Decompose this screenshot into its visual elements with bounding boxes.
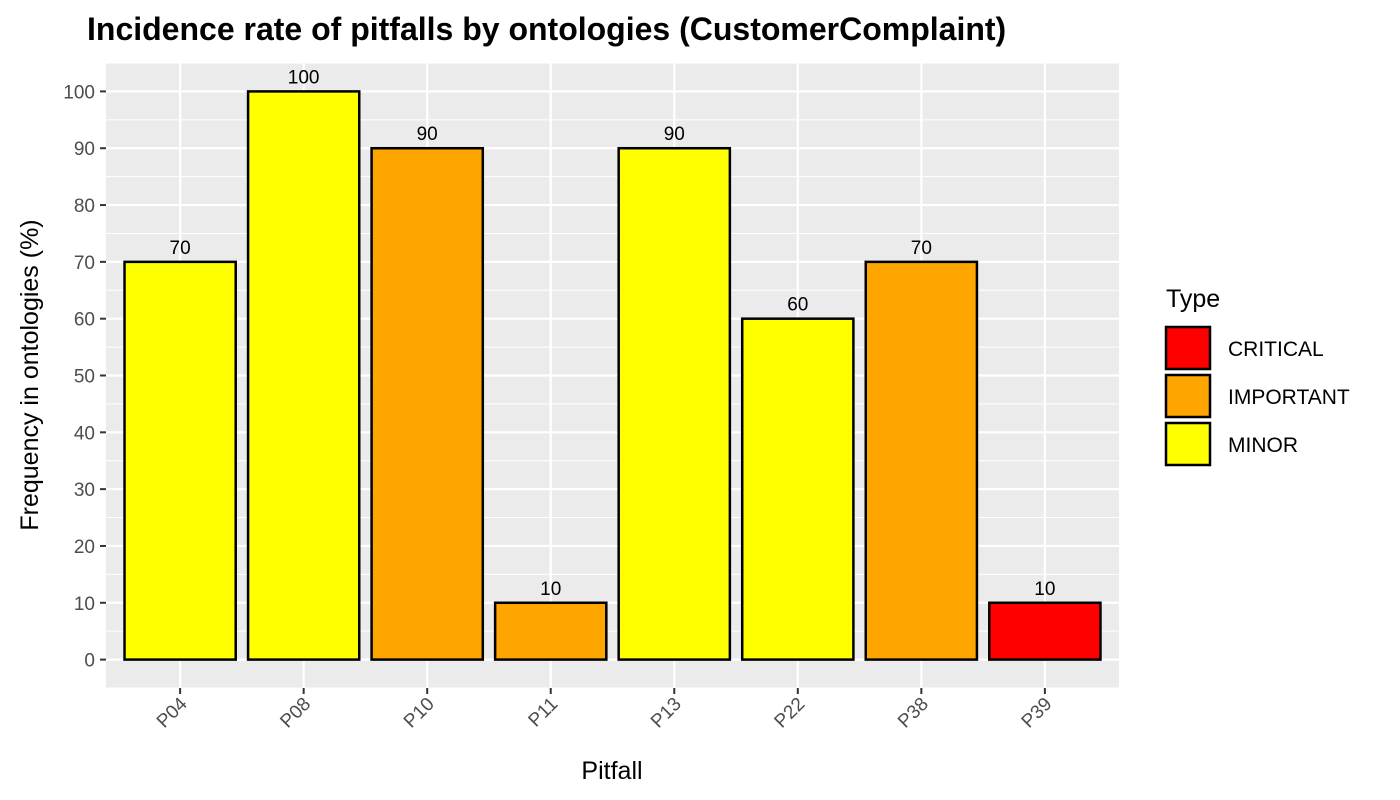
x-tick-label-p04: P04: [153, 693, 192, 732]
data-label-p38: 70: [911, 238, 932, 259]
y-tick-label: 70: [74, 253, 95, 274]
legend-label-important: IMPORTANT: [1228, 386, 1350, 409]
y-tick-label: 20: [74, 537, 95, 558]
y-tick-label: 40: [74, 423, 95, 444]
data-label-p04: 70: [170, 238, 191, 259]
legend-label-minor: MINOR: [1228, 434, 1298, 457]
legend: Type CRITICAL IMPORTANT MINOR: [1164, 285, 1350, 467]
bar-p13: [617, 146, 732, 661]
y-tick-label: 90: [74, 139, 95, 160]
legend-swatch-minor: [1164, 421, 1212, 467]
chart-title: Incidence rate of pitfalls by ontologies…: [87, 11, 1006, 47]
bar-p04: [123, 260, 237, 661]
bar-p08: [246, 90, 361, 661]
x-tick-label-p10: P10: [400, 694, 439, 733]
data-label-p13: 90: [664, 124, 685, 145]
legend-items: CRITICAL IMPORTANT MINOR: [1164, 325, 1350, 467]
x-tick-label-p22: P22: [771, 694, 810, 733]
y-tick-label: 50: [74, 367, 95, 388]
x-axis-title: Pitfall: [581, 757, 642, 785]
legend-swatch-critical: [1164, 325, 1212, 371]
bar-p38: [864, 260, 979, 661]
data-label-p11: 10: [540, 579, 561, 600]
legend-label-critical: CRITICAL: [1228, 338, 1324, 361]
data-label-p39: 10: [1034, 579, 1055, 600]
data-label-p08: 100: [288, 67, 320, 88]
x-axis: P04 P08 P10 P11 P13 P22 P38 P39: [153, 688, 1057, 733]
bar-p22: [740, 317, 855, 661]
y-axis-title: Frequency in ontologies (%): [16, 219, 44, 530]
x-tick-label-p11: P11: [525, 694, 563, 732]
bar-p11: [493, 601, 608, 661]
y-tick-label: 60: [74, 310, 95, 331]
data-label-p10: 90: [417, 124, 438, 145]
legend-swatch-important: [1164, 373, 1212, 419]
y-axis: 0 10 20 30 40 50 60 70 80 90 100: [63, 82, 106, 672]
data-labels: 70 100 90 10 90 60 70 10: [170, 67, 1056, 599]
y-tick-label: 30: [74, 480, 95, 501]
y-tick-label: 80: [74, 196, 95, 217]
x-tick-label-p39: P39: [1018, 694, 1057, 733]
y-tick-label: 10: [74, 594, 95, 615]
legend-title: Type: [1166, 285, 1220, 313]
x-tick-label-p38: P38: [894, 694, 933, 733]
bar-p39: [988, 601, 1102, 661]
bars: [123, 90, 1102, 661]
y-tick-label: 100: [63, 82, 95, 103]
y-tick-label: 0: [84, 651, 95, 672]
data-label-p22: 60: [787, 295, 808, 316]
x-tick-label-p08: P08: [276, 694, 315, 733]
x-tick-label-p13: P13: [647, 694, 686, 733]
bar-p10: [370, 146, 485, 661]
